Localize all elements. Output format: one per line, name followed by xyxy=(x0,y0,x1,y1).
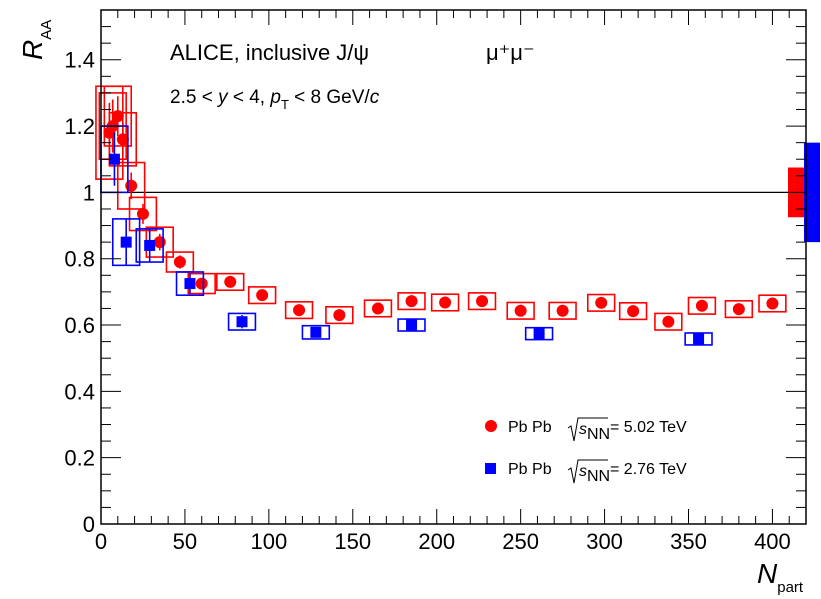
legend-sqrt-276: s NN xyxy=(567,459,610,485)
sys-box xyxy=(108,112,138,167)
x-tick-label: 200 xyxy=(418,529,455,554)
data-point xyxy=(556,304,569,317)
sys-box xyxy=(397,318,426,332)
sys-box xyxy=(687,296,717,315)
data-point xyxy=(595,296,608,309)
legend-label-502-a: Pb Pb xyxy=(508,419,552,436)
data-point xyxy=(173,256,186,269)
sys-box xyxy=(175,271,205,296)
data-point xyxy=(371,302,384,315)
x-tick-label: 0 xyxy=(95,529,107,554)
sys-box xyxy=(325,305,354,325)
y-tick-label: 1 xyxy=(83,180,95,205)
data-point xyxy=(144,239,156,251)
svg-text:s: s xyxy=(579,421,587,438)
svg-text:NN: NN xyxy=(587,426,610,443)
sys-box xyxy=(397,292,426,311)
data-point xyxy=(333,309,346,322)
sys-box xyxy=(227,312,257,331)
annotation-experiment: ALICE, inclusive J/ψ xyxy=(170,40,369,65)
data-point xyxy=(439,296,452,309)
sys-box xyxy=(586,293,616,312)
data-point xyxy=(533,328,545,340)
sys-box xyxy=(128,196,158,232)
sys-box xyxy=(116,161,146,210)
x-axis-title: Npart xyxy=(757,558,804,596)
sys-box xyxy=(506,301,535,320)
sys-box xyxy=(247,286,277,305)
y-tick-label: 0.8 xyxy=(64,247,95,272)
legend-sqrt-502: s NN xyxy=(567,417,610,443)
x-tick-label: 50 xyxy=(173,529,197,554)
legend-label-502-b: = 5.02 TeV xyxy=(610,419,687,436)
x-tick-label: 400 xyxy=(754,529,791,554)
data-point xyxy=(120,236,132,248)
sys-box xyxy=(724,300,754,319)
data-point xyxy=(224,275,237,288)
axis-ticks: 0 50 100 150 200 250 300 350 400 0 0.2 0.4 0.6 0.8 1 1.… xyxy=(64,9,807,554)
sys-box xyxy=(684,332,713,346)
y-tick-label: 0.2 xyxy=(64,446,95,471)
data-point xyxy=(153,236,166,249)
data-point xyxy=(476,295,489,308)
x-tick-label: 250 xyxy=(502,529,539,554)
data-point xyxy=(310,326,322,338)
data-point xyxy=(116,133,129,146)
legend-label-276-b: = 2.76 TeV xyxy=(610,461,687,478)
sys-box xyxy=(363,299,393,318)
y-tick-label: 0 xyxy=(83,512,95,537)
global-uncertainty-box xyxy=(804,142,820,243)
x-tick-label: 350 xyxy=(670,529,707,554)
x-tick-label: 100 xyxy=(250,529,287,554)
data-point xyxy=(136,207,149,220)
sys-box xyxy=(654,312,683,331)
annotation-channel: μ⁺μ⁻ xyxy=(486,40,535,65)
data-point xyxy=(732,303,745,316)
x-tick-label: 150 xyxy=(334,529,371,554)
data-point xyxy=(695,299,708,312)
sys-box xyxy=(467,292,497,311)
series-1 xyxy=(100,125,820,346)
y-tick-label: 0.6 xyxy=(64,313,95,338)
sys-box xyxy=(758,294,787,313)
sys-box xyxy=(524,326,554,341)
y-tick-label: 1.4 xyxy=(64,48,95,73)
data-point xyxy=(108,153,120,165)
legend-marker-502 xyxy=(485,420,497,432)
data-point xyxy=(766,297,779,310)
data-point xyxy=(256,289,269,302)
sys-box xyxy=(618,302,648,321)
annotation-kinematics: 2.5 < y < 4, pT < 8 GeV/c xyxy=(170,87,380,112)
x-tick-label: 300 xyxy=(586,529,623,554)
svg-text:s: s xyxy=(579,463,587,480)
data-point xyxy=(662,315,675,328)
sys-box xyxy=(284,301,314,320)
svg-text:NN: NN xyxy=(587,468,610,485)
y-axis-title: RAA xyxy=(17,20,55,60)
sys-box xyxy=(216,272,245,292)
data-point xyxy=(184,278,196,290)
data-point xyxy=(293,304,306,317)
data-point xyxy=(125,179,138,192)
data-point xyxy=(627,305,640,318)
legend: Pb Pb s NN = 5.02 TeV Pb Pb s NN = 2.76 … xyxy=(485,417,687,485)
series-0 xyxy=(95,85,806,331)
data-point xyxy=(195,277,208,290)
sys-box xyxy=(301,324,331,340)
y-tick-label: 1.2 xyxy=(64,114,95,139)
data-marks xyxy=(95,85,820,346)
sys-box xyxy=(103,85,133,147)
data-point xyxy=(406,319,418,331)
sys-box xyxy=(430,293,460,312)
data-point xyxy=(514,304,527,317)
legend-marker-276 xyxy=(485,463,496,474)
legend-label-276-a: Pb Pb xyxy=(508,461,552,478)
data-point xyxy=(111,110,124,123)
data-point xyxy=(405,295,418,308)
sys-box xyxy=(548,301,577,320)
data-point xyxy=(693,333,705,345)
y-tick-label: 0.4 xyxy=(64,379,95,404)
data-point xyxy=(236,316,248,328)
